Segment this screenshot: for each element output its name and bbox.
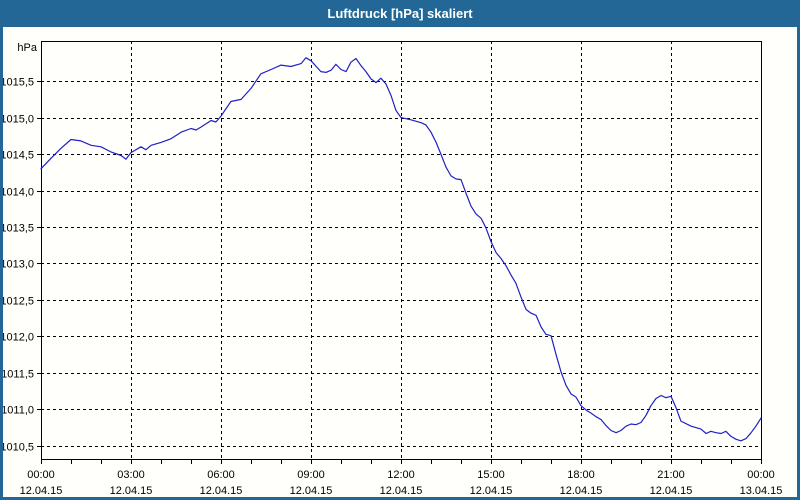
y-axis-unit-label: hPa bbox=[17, 42, 37, 54]
x-tick-time-label: 00:00 bbox=[747, 469, 775, 481]
x-tick-date-label: 12.04.15 bbox=[560, 485, 603, 497]
x-tick-time-label: 18:00 bbox=[567, 469, 595, 481]
x-tick-time-label: 09:00 bbox=[297, 469, 325, 481]
chart-area: 1015,5 1015,0 1014,5 1014,0 1013,5 1013,0 1012… bbox=[3, 27, 797, 497]
x-tick-date-label: 12.04.15 bbox=[290, 485, 333, 497]
pressure-curve bbox=[40, 57, 762, 442]
y-tick-label: 1012,5 bbox=[3, 296, 34, 308]
x-tick-time-label: 06:00 bbox=[207, 469, 235, 481]
x-tick-date-label: 12.04.15 bbox=[110, 485, 153, 497]
x-tick-time-label: 00:00 bbox=[27, 469, 55, 481]
pressure-chart: 1015,5 1015,0 1014,5 1014,0 1013,5 1013,0 1012… bbox=[3, 41, 783, 497]
y-tick-label: 1011,5 bbox=[3, 369, 34, 381]
y-tick-label: 1014,5 bbox=[3, 150, 34, 162]
y-tick-label: 1015,0 bbox=[3, 114, 34, 126]
x-tick-time-label: 15:00 bbox=[477, 469, 505, 481]
x-tick-date-label: 12.04.15 bbox=[470, 485, 513, 497]
x-tick-date-label: 12.04.15 bbox=[380, 485, 423, 497]
x-tick-date-label: 12.04.15 bbox=[200, 485, 243, 497]
x-tick-date-label: 12.04.15 bbox=[20, 485, 63, 497]
y-tick-label: 1013,5 bbox=[3, 223, 34, 235]
y-tick-label: 1011,0 bbox=[3, 405, 34, 417]
y-tick-label: 1013,0 bbox=[3, 259, 34, 271]
title-bar[interactable]: Luftdruck [hPa] skaliert bbox=[3, 0, 797, 27]
plot-frame bbox=[41, 41, 762, 460]
x-tick-time-label: 12:00 bbox=[387, 469, 415, 481]
x-tick-time-label: 21:00 bbox=[657, 469, 685, 481]
y-tick-label: 1015,5 bbox=[3, 77, 34, 89]
y-tick-label: 1014,0 bbox=[3, 187, 34, 199]
x-tick-date-label: 13.04.15 bbox=[740, 485, 783, 497]
x-tick-time-label: 03:00 bbox=[117, 469, 145, 481]
y-tick-label: 1012,0 bbox=[3, 332, 34, 344]
window-title: Luftdruck [hPa] skaliert bbox=[327, 6, 473, 21]
x-tick-date-label: 12.04.15 bbox=[650, 485, 693, 497]
y-tick-label: 1010,5 bbox=[3, 442, 34, 454]
